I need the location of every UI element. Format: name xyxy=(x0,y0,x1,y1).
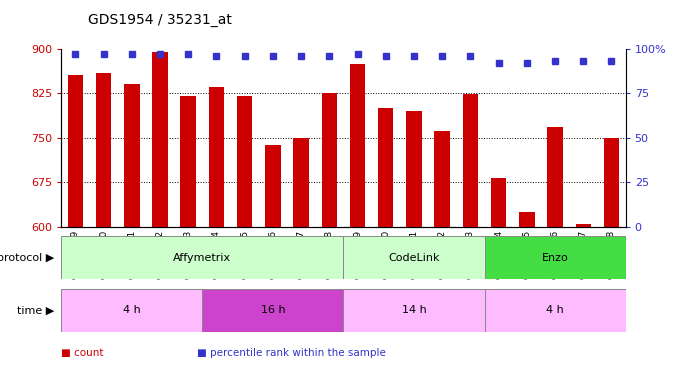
Text: Enzo: Enzo xyxy=(542,253,568,263)
Bar xyxy=(350,64,365,227)
Text: CodeLink: CodeLink xyxy=(388,253,440,263)
Bar xyxy=(484,289,626,332)
Bar xyxy=(180,96,196,227)
Bar xyxy=(575,224,591,227)
Bar xyxy=(322,93,337,227)
Bar xyxy=(378,108,394,227)
Bar xyxy=(604,138,619,227)
Bar xyxy=(61,236,343,279)
Bar xyxy=(343,289,484,332)
Bar xyxy=(209,87,224,227)
Text: 14 h: 14 h xyxy=(402,305,426,315)
Bar xyxy=(152,52,168,227)
Bar xyxy=(491,178,507,227)
Text: ■ count: ■ count xyxy=(61,348,103,358)
Text: 4 h: 4 h xyxy=(123,305,141,315)
Bar xyxy=(519,212,534,227)
Text: protocol ▶: protocol ▶ xyxy=(0,253,54,263)
Text: Affymetrix: Affymetrix xyxy=(173,253,231,263)
Bar xyxy=(462,94,478,227)
Bar xyxy=(96,72,112,227)
Text: 16 h: 16 h xyxy=(260,305,285,315)
Bar xyxy=(265,145,281,227)
Bar xyxy=(406,111,422,227)
Bar xyxy=(203,289,343,332)
Bar xyxy=(343,236,484,279)
Bar xyxy=(435,130,450,227)
Bar xyxy=(61,289,203,332)
Bar xyxy=(484,236,626,279)
Text: GDS1954 / 35231_at: GDS1954 / 35231_at xyxy=(88,13,233,27)
Text: time ▶: time ▶ xyxy=(17,305,54,315)
Bar xyxy=(547,127,563,227)
Bar xyxy=(237,96,252,227)
Bar xyxy=(67,75,83,227)
Bar xyxy=(293,138,309,227)
Text: 4 h: 4 h xyxy=(546,305,564,315)
Bar xyxy=(124,84,139,227)
Text: ■ percentile rank within the sample: ■ percentile rank within the sample xyxy=(197,348,386,358)
